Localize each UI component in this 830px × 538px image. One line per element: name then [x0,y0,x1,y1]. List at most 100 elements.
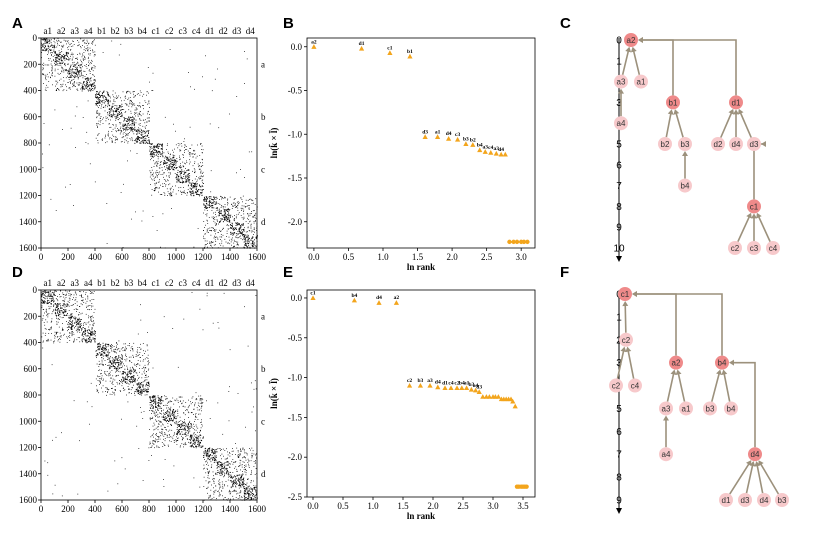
matrix-dot [120,360,121,362]
matrix-dot [123,387,124,389]
matrix-dot [110,360,112,362]
matrix-dot [104,348,106,350]
matrix-dot [96,124,98,126]
matrix-dot [68,317,69,319]
matrix-dot [127,120,128,122]
matrix-dot [81,296,82,298]
matrix-dot [195,186,197,187]
matrix-dot [136,351,138,353]
matrix-dot [186,162,188,163]
matrix-dot [169,49,171,50]
matrix-dot [58,58,60,60]
matrix-dot [243,230,245,232]
matrix-dot [60,336,62,338]
matrix-dot [118,361,120,363]
matrix-dot [128,133,129,135]
matrix-dot [212,199,213,201]
matrix-dot [167,180,169,182]
matrix-dot [230,225,232,227]
matrix-dot [245,236,247,238]
matrix-dot [163,409,164,411]
matrix-dot [248,235,249,237]
x-tick-label: 2.5 [481,252,493,262]
matrix-dot [215,224,217,226]
matrix-dot [111,350,112,352]
matrix-dot [95,96,97,98]
matrix-dot [64,333,65,335]
matrix-dot [76,82,78,84]
matrix-dot [84,339,86,340]
matrix-dot [175,160,177,162]
matrix-dot [158,181,160,183]
matrix-dot [98,97,100,99]
matrix-dot [94,338,96,340]
matrix-dot [61,56,63,58]
matrix-dot [87,77,89,79]
matrix-dot [173,159,174,161]
matrix-dot [60,308,61,309]
matrix-dot [254,204,256,205]
matrix-dot [202,399,204,401]
matrix-dot [212,227,214,229]
matrix-dot [129,97,131,98]
matrix-dot [107,104,109,106]
matrix-dot [164,440,166,442]
matrix-dot [158,409,159,411]
matrix-dot [235,207,237,208]
matrix-dot [77,323,79,324]
matrix-dot [234,204,236,206]
matrix-dot [162,429,164,431]
matrix-dot [74,303,76,304]
matrix-dot [158,174,160,175]
matrix-dot [184,147,185,148]
matrix-dot [138,387,140,388]
matrix-dot [62,60,63,62]
matrix-dot [125,129,127,131]
matrix-dot [113,366,115,367]
matrix-dot [85,329,87,331]
matrix-dot [137,140,138,142]
matrix-dot [211,207,213,209]
matrix-dot [123,379,125,381]
matrix-dot [214,217,215,219]
matrix-dot [142,137,144,139]
matrix-dot [161,144,163,146]
matrix-dot [150,155,152,157]
matrix-dot [128,116,130,118]
matrix-dot [140,115,142,117]
matrix-dot [89,47,91,49]
matrix-dot [251,237,252,239]
matrix-dot [185,171,187,173]
matrix-dot [53,342,55,344]
matrix-dot [76,308,77,310]
matrix-dot [45,50,47,51]
matrix-dot [90,339,92,340]
matrix-dot [167,425,169,427]
matrix-dot [126,134,127,135]
matrix-dot [101,369,102,371]
matrix-dot [62,55,64,57]
matrix-dot [62,313,64,315]
matrix-dot [119,118,121,119]
matrix-dot [97,375,98,377]
matrix-dot [250,224,252,226]
matrix-dot [79,52,81,54]
matrix-dot [186,149,188,150]
matrix-dot [190,423,191,424]
matrix-dot [51,303,52,304]
matrix-dot [207,196,209,198]
matrix-dot [156,411,157,413]
matrix-dot [83,82,84,84]
matrix-dot [233,227,235,229]
matrix-dot [119,383,121,385]
matrix-dot [213,201,215,203]
matrix-dot [93,320,94,322]
matrix-dot [52,291,54,293]
matrix-dot [141,382,143,383]
matrix-dot [206,210,208,211]
matrix-dot [209,207,210,208]
matrix-dot [181,178,183,180]
matrix-dot [191,427,193,428]
matrix-dot [96,96,98,98]
matrix-dot [62,292,64,294]
